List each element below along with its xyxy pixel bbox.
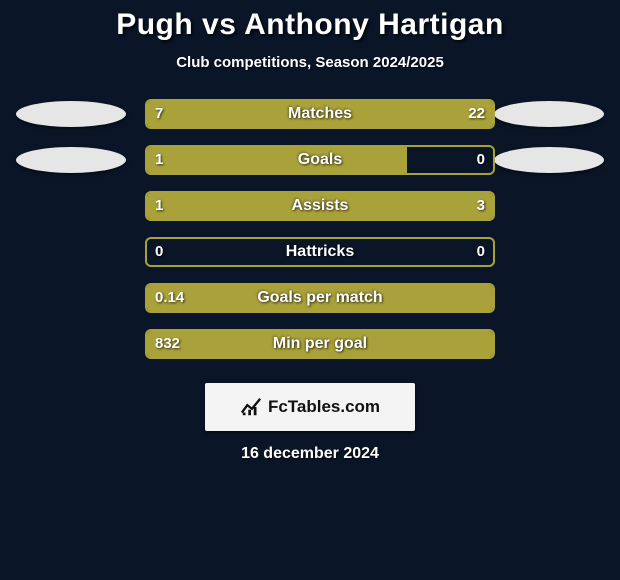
- stat-value-right: 22: [468, 101, 485, 127]
- stat-bar: 722Matches: [145, 99, 495, 129]
- stat-label: Hattricks: [147, 239, 493, 265]
- chart-icon: [240, 396, 262, 418]
- stat-row: 722Matches: [10, 99, 610, 129]
- comparison-infographic: Pugh vs Anthony Hartigan Club competitio…: [0, 0, 620, 463]
- stat-value-right: 0: [477, 239, 485, 265]
- stat-bar: 13Assists: [145, 191, 495, 221]
- stat-value-left: 832: [155, 331, 180, 357]
- stat-bar: 832Min per goal: [145, 329, 495, 359]
- stat-bar-left-fill: [147, 331, 493, 357]
- player-left-avatar-placeholder: [16, 101, 126, 127]
- footer-date: 16 december 2024: [10, 445, 610, 463]
- stat-bar-right-fill: [230, 101, 493, 127]
- stat-bar-right-fill: [234, 193, 494, 219]
- subtitle-text: Club competitions, Season 2024/2025: [10, 54, 610, 71]
- brand-badge: FcTables.com: [205, 383, 415, 431]
- stat-bar-left-fill: [147, 147, 407, 173]
- stat-value-right: 3: [477, 193, 485, 219]
- stat-bar-left-fill: [147, 285, 493, 311]
- stat-value-right: 0: [477, 147, 485, 173]
- player-right-avatar-placeholder: [494, 147, 604, 173]
- stat-value-left: 7: [155, 101, 163, 127]
- stat-value-left: 0.14: [155, 285, 184, 311]
- player-left-avatar-placeholder: [16, 147, 126, 173]
- stat-bar: 10Goals: [145, 145, 495, 175]
- stat-value-left: 1: [155, 193, 163, 219]
- stat-value-left: 0: [155, 239, 163, 265]
- stat-rows-container: 722Matches10Goals13Assists00Hattricks0.1…: [10, 99, 610, 359]
- stat-row: 13Assists: [10, 191, 610, 221]
- stat-bar: 0 0Hattricks: [145, 237, 495, 267]
- stat-value-left: 1: [155, 147, 163, 173]
- stat-row: 0.14Goals per match: [10, 283, 610, 313]
- stat-row: 832Min per goal: [10, 329, 610, 359]
- stat-bar: 0.14Goals per match: [145, 283, 495, 313]
- stat-row: 0 0Hattricks: [10, 237, 610, 267]
- player-right-avatar-placeholder: [494, 101, 604, 127]
- stat-row: 10Goals: [10, 145, 610, 175]
- page-title: Pugh vs Anthony Hartigan: [10, 8, 610, 42]
- brand-text: FcTables.com: [268, 397, 380, 417]
